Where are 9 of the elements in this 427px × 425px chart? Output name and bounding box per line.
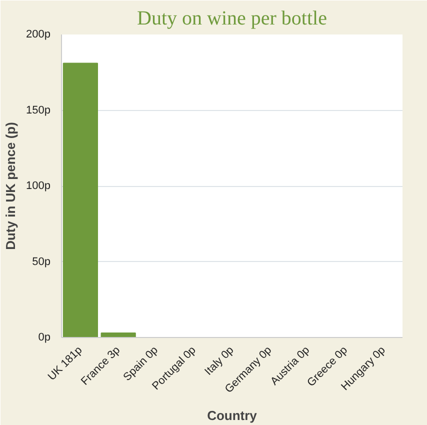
x-tick-label: Italy 0p: [202, 344, 236, 378]
y-tick-label: 150p: [26, 104, 51, 116]
chart-title: Duty on wine per bottle: [137, 8, 328, 30]
y-axis-title: Duty in UK pence (p): [3, 122, 18, 250]
y-tick-label: 50p: [32, 256, 51, 268]
x-axis-title: Country: [207, 408, 258, 423]
y-tick-label: 200p: [26, 28, 51, 40]
y-tick-label: 100p: [26, 180, 51, 192]
y-tick-label: 0p: [38, 332, 51, 344]
